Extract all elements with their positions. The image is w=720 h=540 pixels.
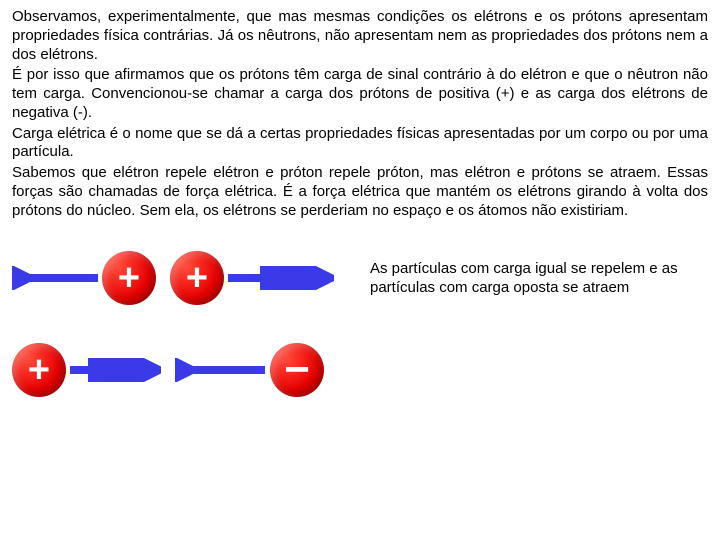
diagram-area: + + + — [12, 238, 708, 410]
arrow-left-icon — [175, 358, 270, 382]
arrow-right-icon — [66, 358, 161, 382]
charge-positive-icon: + — [12, 343, 66, 397]
paragraph-1: Observamos, experimentalmente, que mas m… — [12, 8, 708, 64]
charge-negative-icon: − — [270, 343, 324, 397]
paragraph-4: Sabemos que elétron repele elétron e pró… — [12, 164, 708, 220]
attract-row: + − — [12, 338, 352, 402]
charge-diagram: + + + — [12, 238, 352, 410]
repel-row: + + — [12, 246, 352, 310]
paragraph-2: É por isso que afirmamos que os prótons … — [12, 66, 708, 122]
arrow-right-icon — [224, 266, 334, 290]
diagram-caption: As partículas com carga igual se repelem… — [352, 238, 708, 298]
charge-positive-icon: + — [102, 251, 156, 305]
charge-positive-icon: + — [170, 251, 224, 305]
arrow-left-icon — [12, 266, 102, 290]
paragraph-3: Carga elétrica é o nome que se dá a cert… — [12, 125, 708, 163]
